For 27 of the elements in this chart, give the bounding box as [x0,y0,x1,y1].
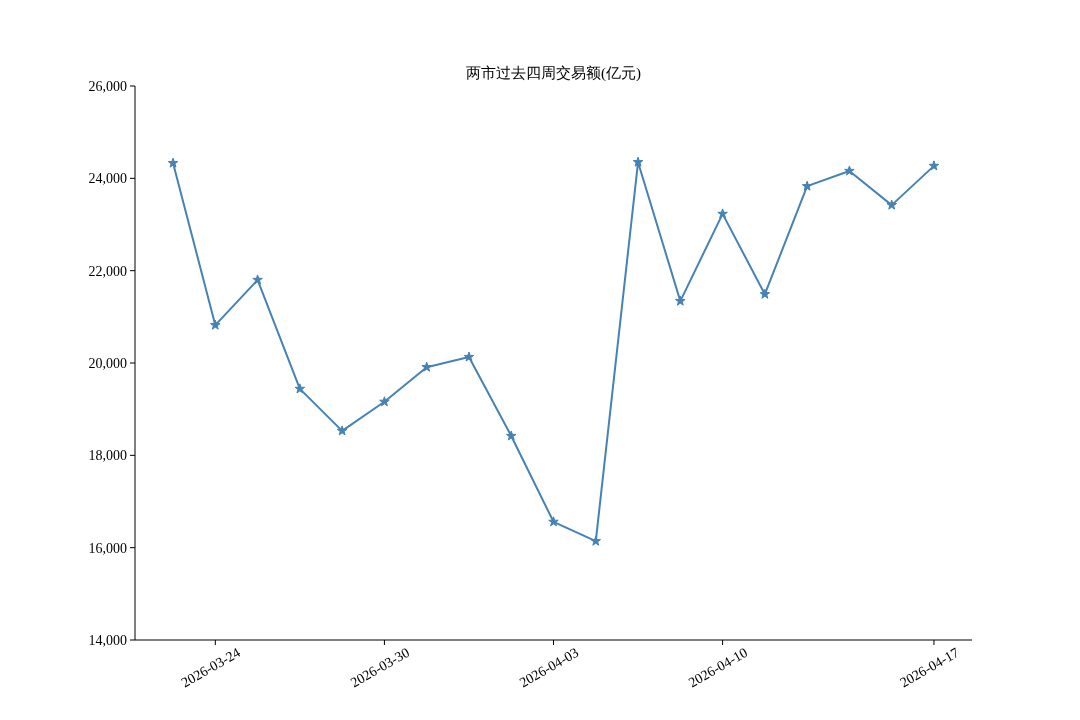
y-tick-label: 18,000 [88,448,127,464]
point [844,165,855,176]
point [759,288,771,299]
point [210,319,221,330]
point [294,383,306,394]
point [886,199,897,210]
point [505,430,517,441]
chart-title: 两市过去四周交易额(亿元) [466,65,641,82]
point [928,160,940,171]
point [252,274,263,285]
point [548,516,559,527]
point [379,396,390,407]
y-tick-label: 16,000 [88,540,127,556]
point [167,157,179,168]
point [632,156,644,167]
point [717,208,728,219]
point [590,535,602,546]
y-tick-label: 26,000 [88,79,127,94]
y-tick-label: 24,000 [88,171,127,187]
y-tick-label: 14,000 [88,633,127,648]
point [463,351,475,362]
point [421,361,432,372]
y-tick-label: 20,000 [88,356,127,371]
point [801,180,813,191]
y-tick-label: 22,000 [88,263,127,279]
point [336,425,348,436]
point [675,295,686,306]
